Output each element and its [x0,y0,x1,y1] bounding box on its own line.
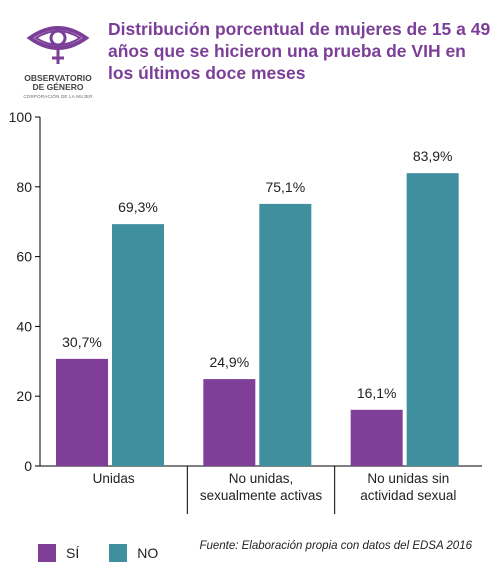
logo-name-line2: DE GÉNERO [32,82,84,92]
data-label: 83,9% [413,148,453,164]
bar-no [259,203,312,466]
legend-swatch-si [38,544,56,562]
logo-name-line1: OBSERVATORIO [24,73,92,83]
category-label: No unidas sin [367,471,449,486]
category-label: actividad sexual [360,488,456,503]
y-tick-label: 0 [24,458,32,474]
category-label: Unidas [93,471,135,486]
legend-item-no: NO [109,544,158,562]
data-label: 69,3% [118,199,158,215]
y-tick-label: 20 [16,388,32,404]
bar-si [350,409,403,466]
eye-venus-logo-icon [26,26,90,64]
data-label: 16,1% [357,385,397,401]
source-note: Fuente: Elaboración propia con datos del… [199,540,472,552]
logo-name: OBSERVATORIO DE GÉNERO [18,74,98,92]
bar-no [406,173,459,466]
y-tick-label: 40 [16,318,32,334]
bar-chart: 0 20 40 60 80 100 30,7% 69,3% Unidas 24,9% 75,1% No… [9,109,482,514]
bar-si [56,358,108,466]
data-label: 30,7% [62,334,102,350]
logo: OBSERVATORIO DE GÉNERO CORPORACIÓN DE LA… [18,14,98,106]
legend-item-si: SÍ [38,544,79,562]
data-label: 24,9% [209,354,249,370]
legend-label-si: SÍ [66,545,80,561]
legend-swatch-no [109,544,128,562]
chart-title: Distribución porcentual de mujeres de 15… [108,19,491,83]
logo-subtitle: CORPORACIÓN DE LA MUJER [23,94,93,99]
category-label: No unidas, [229,471,294,486]
legend-label-no: NO [137,545,159,561]
data-label: 75,1% [265,179,305,195]
bar-no [112,224,164,466]
y-tick-label: 80 [16,179,32,195]
y-tick-label: 100 [9,109,33,125]
legend: SÍ NO [38,543,188,563]
bar-si [203,379,256,466]
category-label: sexualmente activas [200,488,323,503]
y-tick-label: 60 [16,249,32,265]
